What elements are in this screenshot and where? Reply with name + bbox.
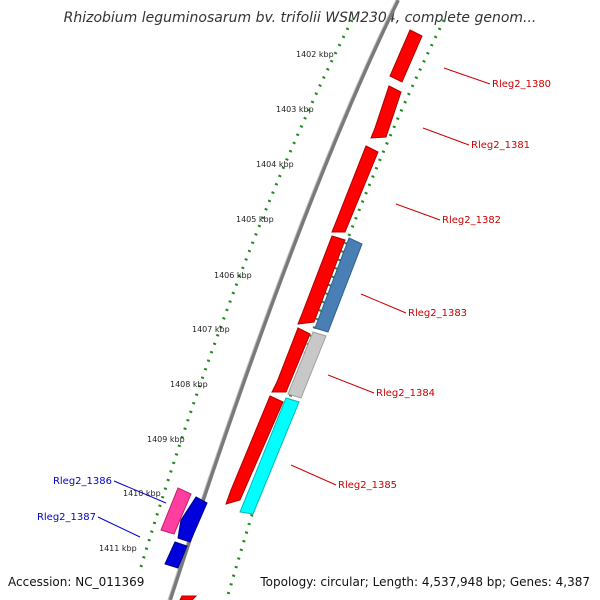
- gene-arrow-rleg2-1383[interactable]: [314, 237, 363, 333]
- gene-label-rleg2-1382[interactable]: Rleg2_1382: [442, 215, 501, 226]
- gene-labels: Rleg2_1380 Rleg2_1381 Rleg2_1382 Rleg2_1383…: [37, 67, 551, 538]
- tick-label-4: 1406 kbp: [214, 271, 252, 280]
- tick-label-0: 1402 kbp: [296, 50, 334, 59]
- leader-line-rleg2-1380: [443, 67, 491, 85]
- tick-label-8: 1410 kbp: [123, 489, 161, 498]
- tick-label-5: 1407 kbp: [192, 325, 230, 334]
- tick-label-2: 1404 kbp: [256, 160, 294, 169]
- leader-line-rleg2-1386: [113, 480, 167, 504]
- leader-line-rleg2-1387: [97, 516, 141, 538]
- gene-label-rleg2-1380[interactable]: Rleg2_1380: [492, 79, 551, 90]
- tick-label-6: 1408 kbp: [170, 380, 208, 389]
- gene-arrow-rleg2-1387[interactable]: [177, 496, 208, 543]
- reverse-genes: [160, 237, 363, 569]
- leader-line-rleg2-1383: [360, 293, 407, 314]
- scale-tick-labels: 1402 kbp 1403 kbp 1404 kbp 1405 kbp 1406 kbp…: [99, 50, 334, 553]
- gene-arrow-rleg2-1380[interactable]: [389, 29, 423, 83]
- gene-label-rleg2-1385[interactable]: Rleg2_1385: [338, 480, 397, 491]
- gene-arrow-rleg2-1385[interactable]: [239, 397, 300, 515]
- tick-label-3: 1405 kbp: [236, 215, 274, 224]
- gene-arrow-forward-4[interactable]: [297, 235, 346, 325]
- tick-label-1: 1403 kbp: [276, 105, 314, 114]
- gene-label-rleg2-1381[interactable]: Rleg2_1381: [471, 140, 530, 151]
- leader-line-rleg2-1381: [422, 127, 470, 146]
- leader-line-rleg2-1384: [327, 374, 375, 394]
- gene-arrow-rleg2-1381[interactable]: [370, 85, 402, 139]
- tick-label-7: 1409 kbp: [147, 435, 185, 444]
- genome-backbone: [168, 0, 400, 600]
- inner-tick-ring: [138, 19, 354, 571]
- tick-label-9: 1411 kbp: [99, 544, 137, 553]
- gene-arrow-rleg2-1386[interactable]: [160, 487, 192, 535]
- gene-label-rleg2-1387[interactable]: Rleg2_1387: [37, 512, 96, 523]
- topology-text: Topology: circular; Length: 4,537,948 bp…: [260, 575, 590, 589]
- accession-text: Accession: NC_011369: [8, 575, 145, 589]
- gene-arrow-forward-5[interactable]: [271, 327, 311, 393]
- gene-arrow-rleg2-1382[interactable]: [331, 145, 379, 233]
- gene-label-rleg2-1386[interactable]: Rleg2_1386: [53, 476, 112, 487]
- gene-arrow-reverse-small[interactable]: [164, 541, 188, 569]
- leader-line-rleg2-1385: [290, 464, 337, 486]
- leader-line-rleg2-1382: [395, 203, 441, 221]
- gene-label-rleg2-1383[interactable]: Rleg2_1383: [408, 308, 467, 319]
- gene-arrow-forward-bottom[interactable]: [179, 595, 198, 600]
- gene-arrow-rleg2-1384[interactable]: [287, 331, 327, 399]
- map-title: Rhizobium leguminosarum bv. trifolii WSM…: [63, 10, 537, 26]
- forward-genes: [179, 29, 423, 600]
- gene-arrow-forward-6[interactable]: [225, 395, 284, 505]
- gene-label-rleg2-1384[interactable]: Rleg2_1384: [376, 388, 435, 399]
